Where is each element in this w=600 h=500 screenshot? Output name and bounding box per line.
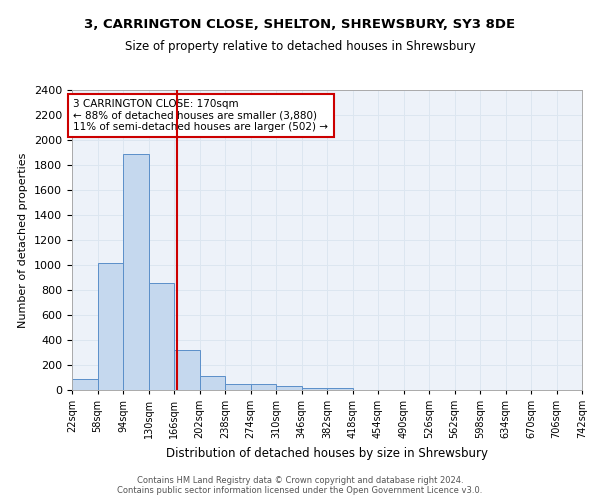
Bar	[302, 388, 327, 390]
Bar	[251, 384, 276, 390]
Bar	[123, 154, 149, 390]
Bar	[97, 262, 123, 390]
Text: Size of property relative to detached houses in Shrewsbury: Size of property relative to detached ho…	[125, 40, 475, 53]
Bar	[199, 376, 225, 390]
Bar	[174, 350, 199, 390]
Bar	[149, 282, 174, 390]
X-axis label: Distribution of detached houses by size in Shrewsbury: Distribution of detached houses by size …	[166, 446, 488, 460]
Text: 3 CARRINGTON CLOSE: 170sqm
← 88% of detached houses are smaller (3,880)
11% of s: 3 CARRINGTON CLOSE: 170sqm ← 88% of deta…	[73, 99, 328, 132]
Y-axis label: Number of detached properties: Number of detached properties	[19, 152, 28, 328]
Bar	[327, 388, 353, 390]
Text: 3, CARRINGTON CLOSE, SHELTON, SHREWSBURY, SY3 8DE: 3, CARRINGTON CLOSE, SHELTON, SHREWSBURY…	[85, 18, 515, 30]
Bar	[72, 379, 97, 390]
Bar	[276, 386, 302, 390]
Bar	[225, 384, 251, 390]
Text: Contains HM Land Registry data © Crown copyright and database right 2024.
Contai: Contains HM Land Registry data © Crown c…	[118, 476, 482, 495]
